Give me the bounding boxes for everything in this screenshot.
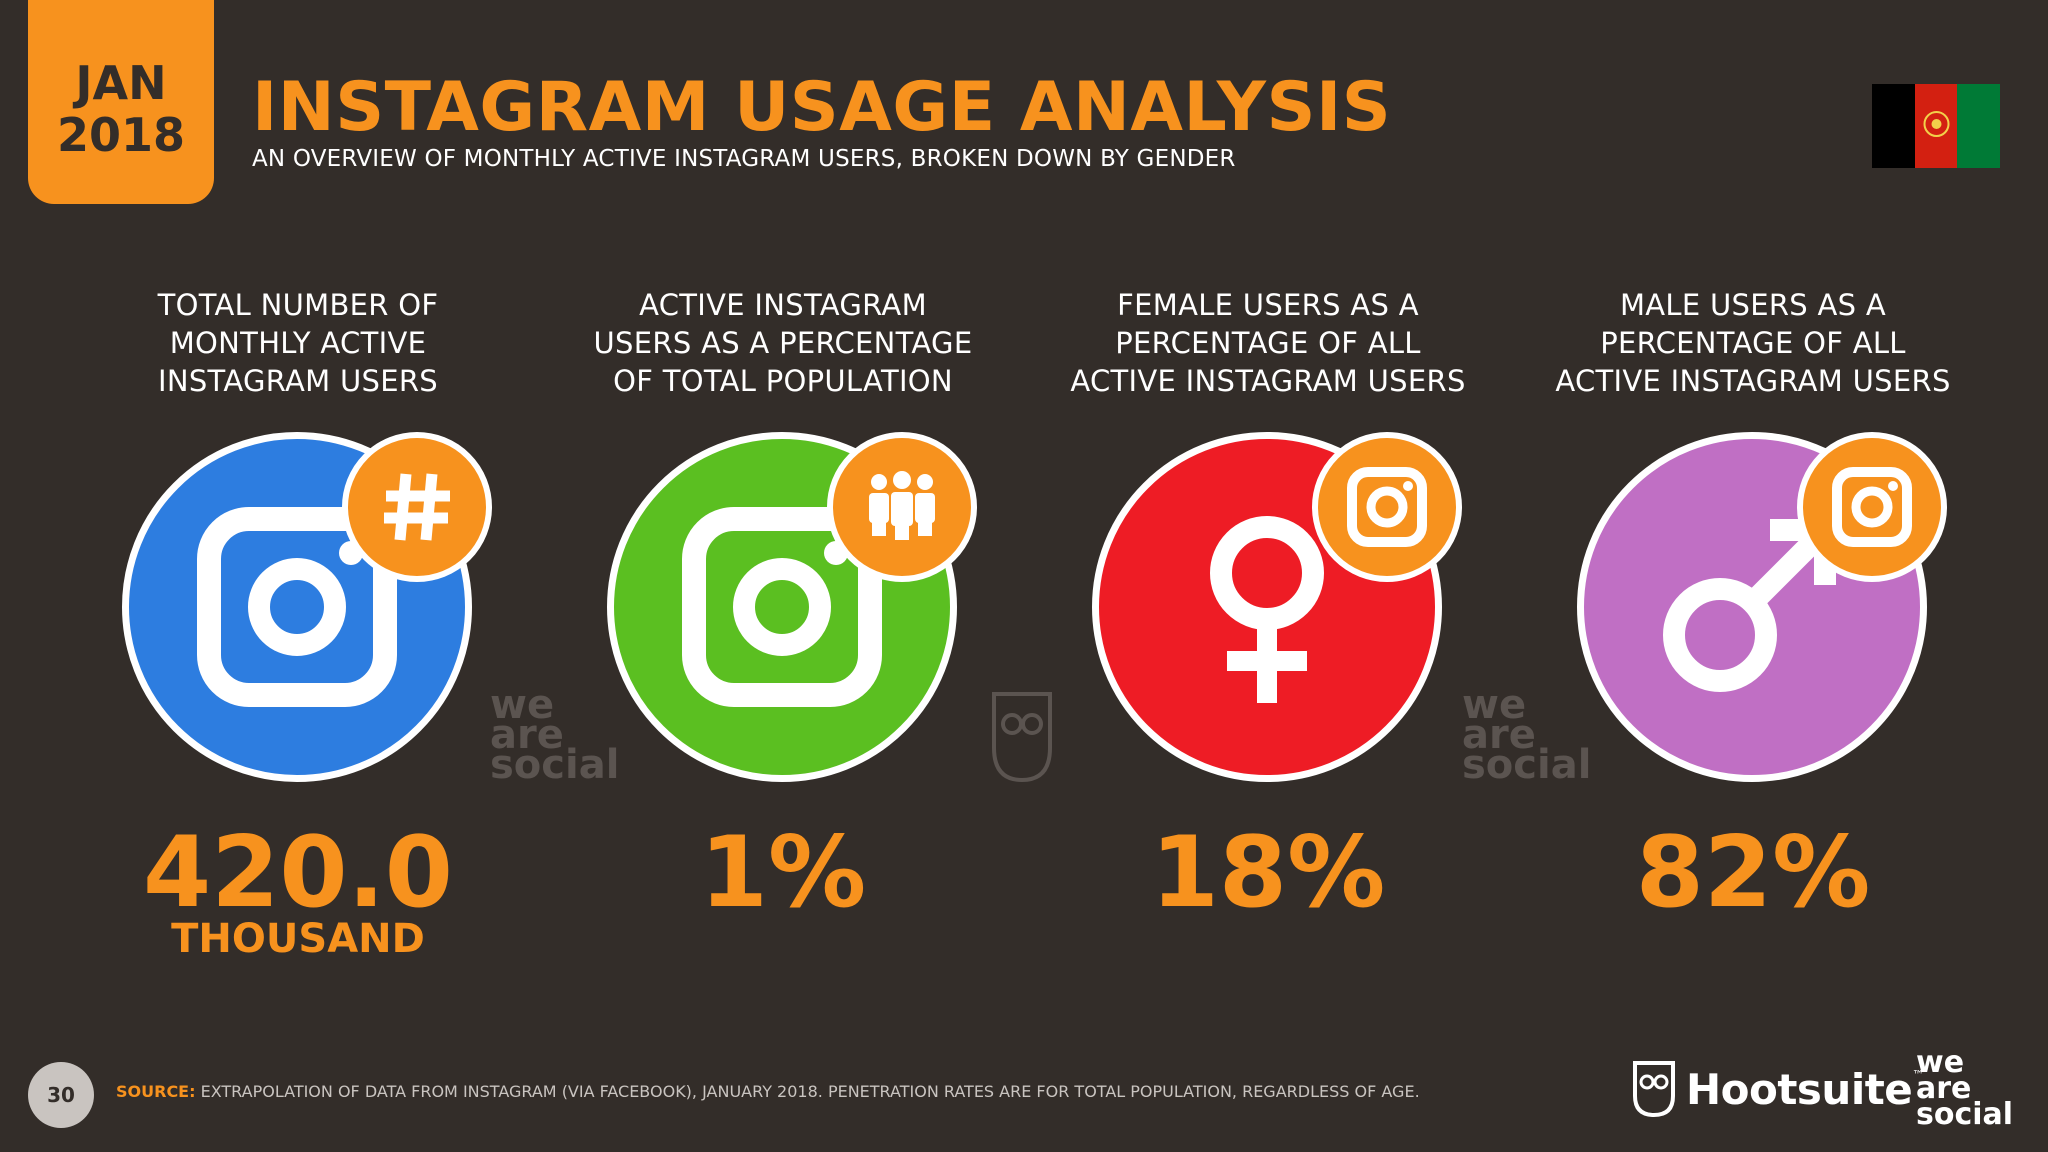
instagram-icon <box>1832 467 1912 547</box>
female-symbol-icon <box>1210 516 1324 703</box>
watermark-line: are <box>490 712 564 758</box>
hashtag-icon <box>384 473 450 541</box>
people-icon <box>869 471 935 540</box>
stat-value: 1% <box>699 816 867 930</box>
trademark: ™ <box>1912 1068 1925 1082</box>
instagram-icon <box>682 507 882 707</box>
stat-label-line: ACTIVE INSTAGRAM USERS <box>1070 364 1466 398</box>
afghanistan-flag-icon <box>1872 84 2001 168</box>
date-year: 2018 <box>56 108 186 162</box>
we-are-social-logo: we are social <box>1916 1045 2014 1132</box>
stat-label: MALE USERS AS A PERCENTAGE OF ALL ACTIVE… <box>1523 286 1983 400</box>
date-month: JAN <box>75 56 167 110</box>
badge <box>342 432 492 582</box>
stat-label-line: FEMALE USERS AS A <box>1117 288 1419 322</box>
badge <box>827 432 977 582</box>
logo-line: we <box>1916 1045 1965 1080</box>
source-label: SOURCE: <box>116 1082 196 1101</box>
badge <box>1797 432 1947 582</box>
stat-value: 420.0 <box>143 816 453 930</box>
source-text: EXTRAPOLATION OF DATA FROM INSTAGRAM (VI… <box>200 1082 1420 1101</box>
flag-stripe-red <box>1914 84 1958 168</box>
stat-label: ACTIVE INSTAGRAM USERS AS A PERCENTAGE O… <box>553 286 1013 400</box>
stat-label: FEMALE USERS AS A PERCENTAGE OF ALL ACTI… <box>1038 286 1498 400</box>
stat-value-unit: THOUSAND <box>171 916 425 962</box>
logo-line: social <box>1916 1097 2014 1132</box>
we-are-social-watermark: we are social <box>1462 682 1592 788</box>
stat-label-line: ACTIVE INSTAGRAM <box>639 288 927 322</box>
stat-label-line: MONTHLY ACTIVE <box>169 326 427 360</box>
stat-label-line: INSTAGRAM USERS <box>158 364 438 398</box>
logo-line: are <box>1916 1071 1972 1106</box>
stat-label-line: MALE USERS AS A <box>1619 288 1887 322</box>
hootsuite-logo: Hootsuite ™ <box>1632 1060 1924 1118</box>
watermark-line: we <box>1462 682 1527 728</box>
flag-stripe-black <box>1872 84 1915 168</box>
watermark-line: are <box>1462 712 1536 758</box>
watermark-line: social <box>1462 742 1592 788</box>
stat-label-line: USERS AS A PERCENTAGE <box>593 326 973 360</box>
page-subtitle: AN OVERVIEW OF MONTHLY ACTIVE INSTAGRAM … <box>252 146 1236 172</box>
hootsuite-owl-icon <box>1633 1061 1675 1118</box>
hootsuite-name: Hootsuite <box>1686 1064 1913 1114</box>
stat-label: TOTAL NUMBER OF MONTHLY ACTIVE INSTAGRAM… <box>68 286 528 400</box>
flag-stripe-green <box>1957 84 2001 168</box>
badge <box>1312 432 1462 582</box>
hootsuite-owl-watermark-icon <box>990 690 1054 784</box>
date-badge: JAN 2018 <box>28 0 214 204</box>
instagram-icon <box>1347 467 1427 547</box>
stat-label-line: PERCENTAGE OF ALL <box>1115 326 1421 360</box>
page-number: 30 <box>28 1062 94 1128</box>
stat-label-line: TOTAL NUMBER OF <box>157 288 439 322</box>
stat-value: 82% <box>1635 816 1871 930</box>
watermark-line: we <box>490 682 555 728</box>
stat-label-line: OF TOTAL POPULATION <box>613 364 953 398</box>
stat-label-line: PERCENTAGE OF ALL <box>1600 326 1906 360</box>
source-note: SOURCE: EXTRAPOLATION OF DATA FROM INSTA… <box>116 1082 1420 1101</box>
watermark-line: social <box>490 742 620 788</box>
stat-value: 18% <box>1150 816 1386 930</box>
we-are-social-watermark: we are social <box>490 682 620 788</box>
stat-label-line: ACTIVE INSTAGRAM USERS <box>1555 364 1951 398</box>
page-title: INSTAGRAM USAGE ANALYSIS <box>252 68 1392 147</box>
